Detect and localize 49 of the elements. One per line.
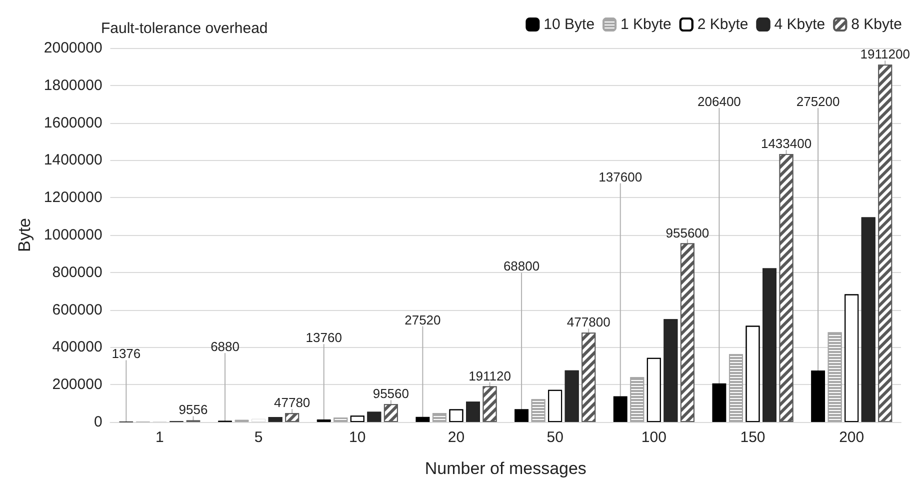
y-axis-title: Byte — [15, 218, 34, 252]
x-axis-title: Number of messages — [424, 459, 586, 478]
x-tick-label: 50 — [546, 429, 564, 446]
data-label: 137600 — [598, 169, 642, 184]
data-label: 13760 — [306, 330, 342, 346]
bar — [416, 416, 430, 422]
x-tick-label: 100 — [641, 429, 666, 446]
data-label: 6880 — [210, 339, 240, 354]
data-label: 955600 — [666, 225, 710, 240]
data-label: 1433400 — [760, 136, 812, 151]
data-label: 95560 — [372, 386, 410, 402]
x-tick-label: 200 — [839, 429, 864, 446]
data-label: 191120 — [468, 368, 511, 384]
legend-label: 8 Kbyte — [851, 16, 902, 33]
data-label: 1376 — [112, 346, 141, 362]
chart-title: Fault-tolerance overhead — [101, 20, 268, 37]
y-tick-label: 1400000 — [44, 152, 102, 169]
x-tick-label: 1 — [156, 429, 164, 446]
x-tick-label: 150 — [740, 429, 766, 446]
x-tick-label: 20 — [448, 429, 465, 446]
y-tick-label: 2000000 — [44, 40, 102, 56]
legend-label: 4 Kbyte — [774, 16, 826, 33]
data-label: 206400 — [698, 94, 741, 109]
data-label: 9556 — [178, 402, 208, 418]
y-tick-label: 1200000 — [44, 189, 102, 206]
bar — [811, 370, 826, 422]
y-tick-label: 1600000 — [44, 114, 102, 132]
y-tick-label: 200000 — [52, 376, 102, 394]
data-label: 27520 — [404, 312, 441, 328]
legend-label: 10 Byte — [544, 16, 595, 33]
y-tick-label: 1000000 — [44, 226, 102, 244]
y-tick-label: 1800000 — [44, 76, 102, 94]
y-tick-label: 400000 — [52, 338, 102, 356]
legend-label: 1 Kbyte — [620, 16, 672, 33]
data-label: 1911200 — [860, 46, 910, 62]
y-tick-label: 0 — [94, 414, 102, 430]
data-label: 275200 — [796, 94, 840, 109]
x-tick-label: 5 — [254, 429, 263, 446]
bar — [712, 383, 726, 422]
bar — [613, 396, 628, 422]
data-label: 47780 — [274, 395, 310, 410]
y-tick-label: 800000 — [52, 264, 102, 281]
x-tick-label: 10 — [349, 429, 366, 446]
legend-label: 2 Kbyte — [697, 16, 748, 33]
y-tick-label: 600000 — [52, 301, 102, 318]
data-label: 68800 — [503, 258, 540, 274]
data-label: 477800 — [566, 314, 610, 330]
bar — [514, 409, 529, 422]
bar — [316, 419, 331, 422]
